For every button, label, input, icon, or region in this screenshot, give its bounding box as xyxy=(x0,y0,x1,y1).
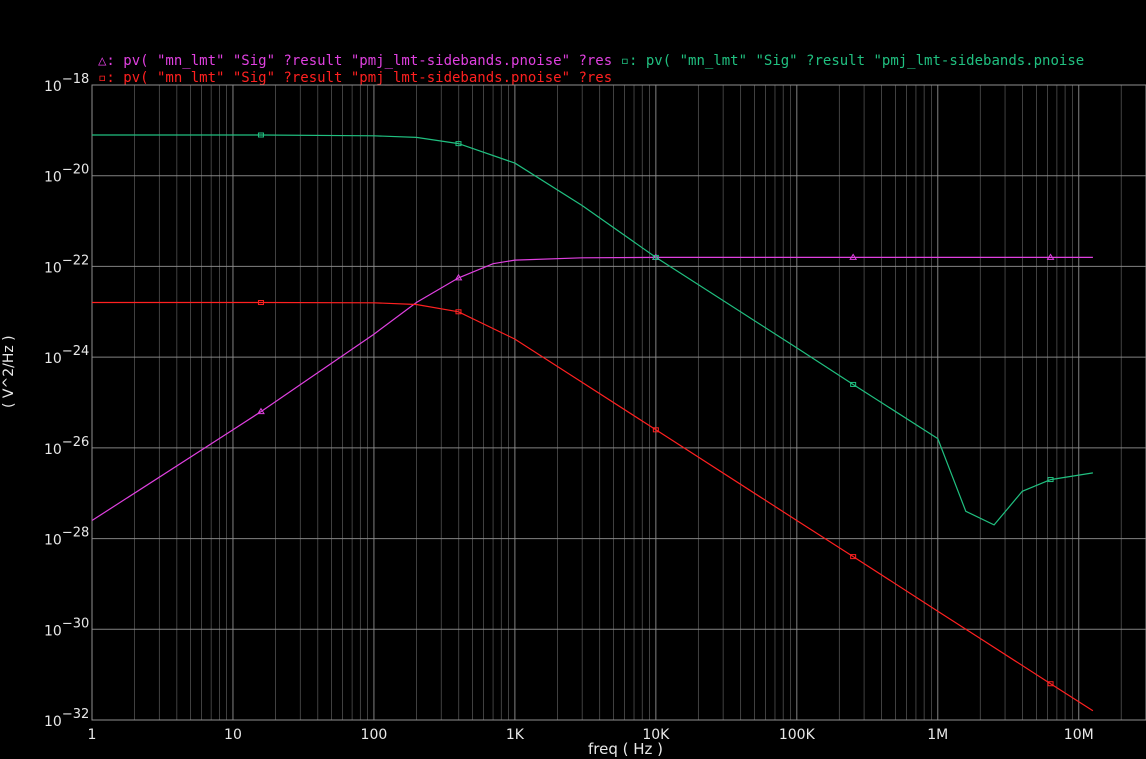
y-tick-label: 10−18 xyxy=(44,72,89,95)
legend-marker-triangle: △: xyxy=(98,53,115,69)
legend-marker-square-green: ▫: xyxy=(620,53,638,69)
x-tick-labels: 1 10 100 1K 10K 100K 1M 10M xyxy=(88,727,1094,743)
y-tick-label: 10−28 xyxy=(44,526,89,549)
x-tick-label: 100K xyxy=(779,727,816,743)
series-markers xyxy=(257,132,1055,687)
series-line-magenta xyxy=(91,256,1093,522)
legend-row-2: ▫: pv( "mn_lmt" "Sig" ?result "pmj_lmt-s… xyxy=(98,70,612,86)
marker-square-green xyxy=(652,254,659,260)
legend-entry-green: pv( "mn_lmt" "Sig" ?result "pmj_lmt-side… xyxy=(637,53,1085,69)
legend-entry-red: pv( "mn_lmt" "Sig" ?result "pmj_lmt-side… xyxy=(114,70,613,86)
series-lines xyxy=(91,134,1094,712)
y-tick-label: 10−26 xyxy=(44,435,89,458)
marker-triangle xyxy=(849,253,858,260)
x-tick-label: 10K xyxy=(642,727,670,743)
x-tick-label: 10 xyxy=(224,727,242,743)
y-tick-label: 10−32 xyxy=(44,707,89,730)
marker-square-green xyxy=(455,141,462,147)
y-tick-label: 10−30 xyxy=(44,616,89,639)
series-line-green xyxy=(92,134,1093,526)
y-tick-label: 10−24 xyxy=(44,344,89,367)
x-tick-label: 1 xyxy=(88,727,97,743)
legend-entry-magenta: pv( "mn_lmt" "Sig" ?result "pmj_lmt-side… xyxy=(114,53,621,69)
marker-square-red xyxy=(850,554,857,560)
marker-square-green xyxy=(1047,477,1054,483)
marker-square-green xyxy=(850,381,857,387)
x-tick-label: 100 xyxy=(361,727,388,743)
x-tick-label: 10M xyxy=(1064,727,1094,743)
plot-frame xyxy=(91,84,1146,721)
x-axis-label: freq ( Hz ) xyxy=(588,740,664,758)
marker-square-red xyxy=(257,300,264,306)
y-tick-labels: 10−18 10−20 10−22 10−24 10−26 10−28 10−30 10−32 xyxy=(44,72,89,730)
legend-row-1: △: pv( "mn_lmt" "Sig" ?result "pmj_lmt-s… xyxy=(98,53,1084,69)
legend-marker-square-red: ▫: xyxy=(98,70,115,86)
x-tick-label: 1K xyxy=(506,727,525,743)
x-tick-label: 1M xyxy=(927,727,948,743)
marker-square-green xyxy=(257,132,264,138)
marker-square-red xyxy=(1047,681,1054,687)
y-tick-label: 10−22 xyxy=(44,253,89,276)
marker-triangle xyxy=(1046,253,1055,260)
y-axis-label: ( V^2/Hz ) xyxy=(1,335,17,408)
grid-lines xyxy=(91,84,1146,721)
marker-square-red xyxy=(455,309,462,315)
marker-square-red xyxy=(652,427,659,433)
series-line-red xyxy=(92,301,1094,712)
marker-triangle xyxy=(257,407,265,415)
y-tick-label: 10−20 xyxy=(44,163,89,186)
marker-triangle xyxy=(454,273,463,281)
